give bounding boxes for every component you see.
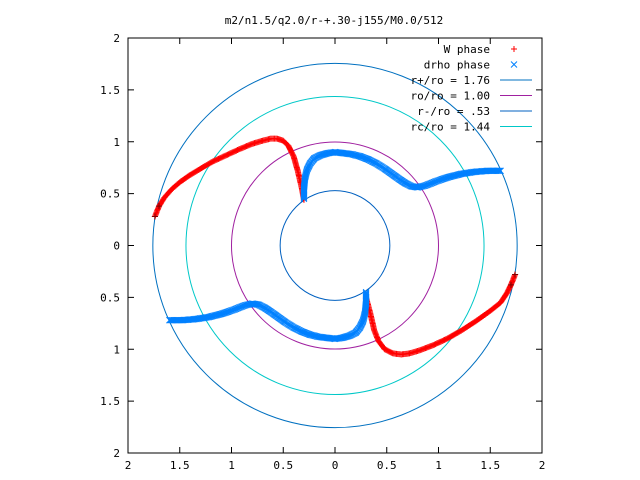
y-tick-label: 1.5 [100,395,120,408]
drho-phase-point [167,316,174,324]
axis-ticks [127,37,543,454]
reference-circle [185,95,485,396]
w-phase-point [512,271,519,278]
x-tick-label: 0.5 [377,459,397,472]
legend-label: r+/ro = 1.76 [411,74,490,87]
drho-phase-point [494,167,502,175]
w-phase-point [151,213,158,220]
w-phase-point [507,281,514,288]
reference-circles [152,62,518,429]
x-tick-label: 1 [228,459,235,472]
w-phase-point [156,203,163,210]
reference-circle [231,141,439,350]
drho-phase-point [497,167,504,175]
legend-label: drho phase [424,59,490,72]
x-tick-label: 1 [435,459,442,472]
x-tick-label: 1.5 [480,459,500,472]
tick-labels: 2 1.5 1 0.5 0 0.5 1 1.5 221.510.500.511.52 [100,32,545,472]
drho-phase-point [168,316,176,324]
y-tick-label: 0.5 [100,291,120,304]
legend-label: rc/ro = 1.44 [411,121,491,134]
reference-circle [152,62,518,429]
y-tick-label: 2 [113,447,120,460]
series-w-phase [363,271,519,358]
y-tick-label: 0.5 [100,188,120,201]
chart-title: m2/n1.5/q2.0/r-+.30-j155/M0.0/512 [225,14,444,27]
legend-plus-marker [511,46,517,52]
legend-cross-marker [510,61,518,68]
x-tick-label: 1.5 [170,459,190,472]
series-w-phase [151,135,307,220]
drho-phase-point [496,167,503,175]
y-tick-label: 0 [113,240,120,253]
legend-label: r-/ro = .53 [417,105,490,118]
y-tick-label: 1.5 [100,84,120,97]
drho-phase-point [166,316,173,324]
reference-circle [279,190,391,301]
series-drho-phase [166,288,370,343]
x-tick-label: 2 [125,459,132,472]
x-tick-label: 0 [332,459,339,472]
series-drho-phase [300,148,504,203]
y-tick-label: 1 [113,343,120,356]
x-tick-label: 2 [539,459,546,472]
data-points [151,135,519,358]
legend: W phase drho phase r+/ro = 1.76 ro/ro = 1.0… [411,43,532,134]
legend-label: W phase [444,43,490,56]
y-tick-label: 1 [113,136,120,149]
x-tick-label: 0.5 [273,459,293,472]
legend-label: ro/ro = 1.00 [411,90,490,103]
y-tick-label: 2 [113,32,120,45]
